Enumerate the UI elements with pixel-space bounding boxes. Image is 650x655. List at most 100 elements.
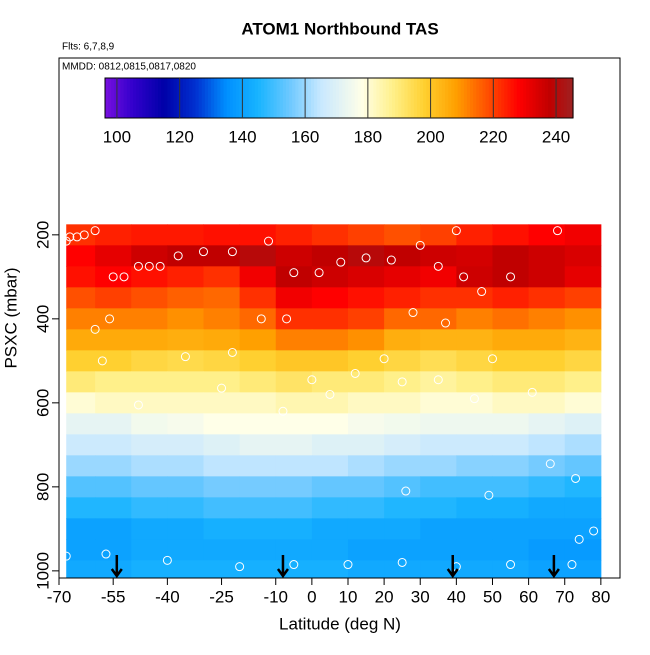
heat-cell <box>564 266 602 288</box>
colorbar-swatch <box>261 78 265 118</box>
data-point <box>545 459 555 469</box>
heat-cell <box>311 287 349 309</box>
colorbar-swatch <box>441 78 446 118</box>
data-point <box>553 226 563 236</box>
heat-cell <box>131 308 168 330</box>
heat-cell <box>420 560 457 578</box>
heat-cell <box>66 497 96 519</box>
heat-cell <box>95 287 132 309</box>
heat-cell <box>131 224 168 246</box>
heat-cell <box>66 287 96 309</box>
data-point <box>574 534 584 544</box>
subtitle: Flts: 6,7,8,9 <box>62 42 115 53</box>
heat-cell <box>384 476 421 498</box>
heat-cell <box>95 518 132 540</box>
colorbar-swatch <box>273 78 278 118</box>
heat-cell <box>347 392 385 414</box>
colorbar-swatch <box>435 78 440 118</box>
data-point <box>401 486 411 496</box>
heat-cell <box>275 497 313 519</box>
colorbar-swatch <box>179 78 184 118</box>
heat-cell <box>131 371 168 393</box>
colorbar-swatch <box>207 78 212 118</box>
data-point <box>173 251 183 261</box>
colorbar-swatch <box>298 78 303 118</box>
colorbar-swatch <box>192 78 197 118</box>
heat-cell <box>456 497 493 519</box>
heat-cell <box>347 329 385 351</box>
colorbar-swatch <box>232 78 237 118</box>
colorbar-swatch <box>548 78 552 118</box>
colorbar-swatch <box>551 78 555 118</box>
heat-cell <box>528 329 566 351</box>
colorbar-swatch <box>170 78 175 118</box>
heat-cell <box>95 413 132 435</box>
colorbar-swatch <box>295 78 300 118</box>
data-point <box>477 287 487 297</box>
heat-cell <box>95 245 132 267</box>
heat-cell <box>311 308 349 330</box>
heat-cell <box>420 455 457 477</box>
heat-cell <box>66 476 96 498</box>
colorbar-swatch <box>429 78 434 118</box>
x-tick-label: 50 <box>483 587 502 606</box>
x-tick-label: 20 <box>375 587 394 606</box>
heat-cell <box>492 539 530 561</box>
heat-cell <box>131 266 168 288</box>
y-tick-label: 1000 <box>33 552 52 590</box>
data-point <box>451 226 461 236</box>
heat-cell <box>66 539 96 561</box>
colorbar-swatch <box>516 78 521 118</box>
heat-cell <box>167 308 204 330</box>
data-point <box>119 272 129 282</box>
heat-cell <box>239 434 277 456</box>
data-point <box>397 557 407 567</box>
heat-cell <box>347 413 385 435</box>
heat-cell <box>239 224 277 246</box>
colorbar-tick-label: 220 <box>479 127 507 146</box>
heat-cell <box>456 245 493 267</box>
colorbar-swatch <box>314 78 318 118</box>
colorbar-swatch <box>279 78 284 118</box>
data-point <box>325 389 335 399</box>
heat-cell <box>275 371 313 393</box>
heat-cell <box>456 329 493 351</box>
heat-cell <box>528 518 566 540</box>
colorbar-swatch <box>214 78 218 118</box>
data-point <box>484 490 494 500</box>
colorbar-swatch <box>229 78 234 118</box>
y-tick-label: 800 <box>33 473 52 501</box>
colorbar-swatch <box>398 78 402 118</box>
heat-cell <box>66 518 96 540</box>
data-point <box>589 526 599 536</box>
colorbar-swatch <box>532 78 537 118</box>
data-point <box>235 562 245 572</box>
heat-cell <box>384 308 421 330</box>
heat-cell <box>203 455 241 477</box>
y-axis-label: PSXC (mbar) <box>1 267 20 368</box>
colorbar-swatch <box>217 78 222 118</box>
heat-cell <box>131 476 168 498</box>
colorbar-swatch <box>376 78 381 118</box>
heat-cell <box>239 350 277 372</box>
heat-cell <box>203 539 241 561</box>
heat-cell <box>275 224 313 246</box>
colorbar-swatch <box>111 78 115 118</box>
colorbar-swatch <box>339 78 343 118</box>
data-point <box>162 555 172 565</box>
x-tick-label: -55 <box>101 587 126 606</box>
colorbar-frame <box>104 77 574 119</box>
colorbar-swatch <box>220 78 225 118</box>
colorbar-swatch <box>226 78 231 118</box>
colorbar-swatch <box>176 78 181 118</box>
heat-cell <box>66 455 96 477</box>
x-tick-label: 60 <box>519 587 538 606</box>
colorbar-swatch <box>142 78 147 118</box>
data-point <box>108 272 118 282</box>
colorbar-swatch <box>148 78 153 118</box>
x-tick-label: -25 <box>209 587 234 606</box>
heat-cell <box>311 245 349 267</box>
heat-cell <box>420 392 457 414</box>
heat-cell <box>492 308 530 330</box>
colorbar-tick-label: 240 <box>542 127 570 146</box>
